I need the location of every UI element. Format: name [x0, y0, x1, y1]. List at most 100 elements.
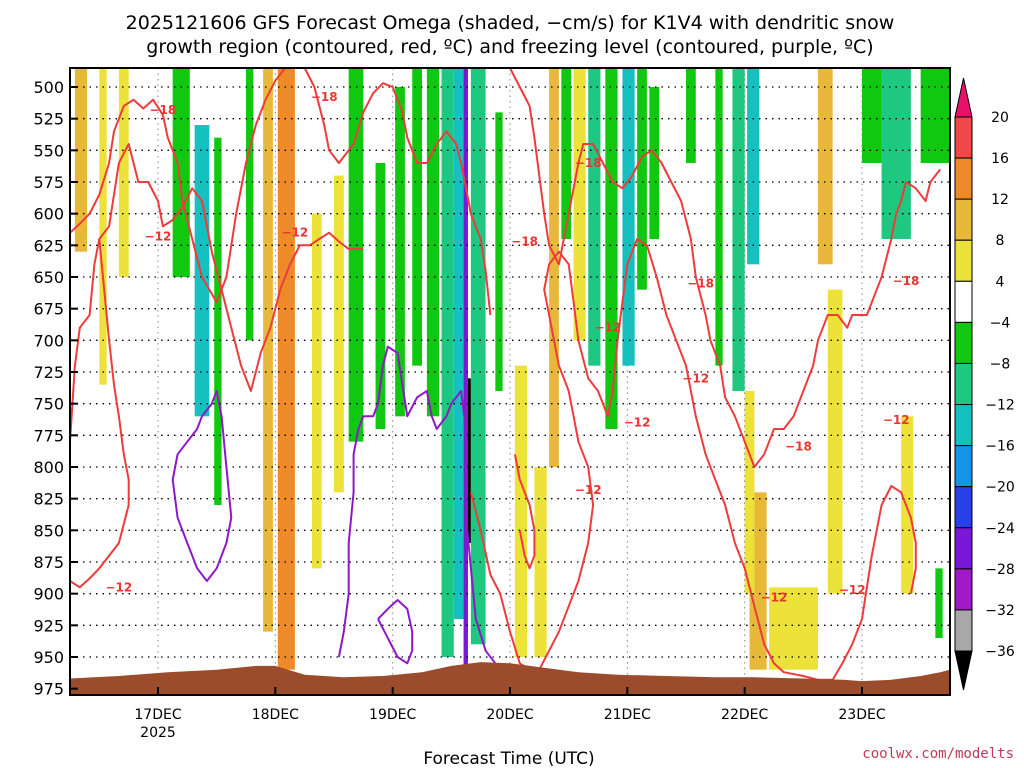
- x-axis: 17DEC 2025 18DEC 19DEC 20DEC 21DEC 22DEC 23DEC: [134, 687, 886, 741]
- freezing-contour-2: [465, 391, 497, 664]
- omega-band-10: [334, 175, 344, 493]
- colorbar-swatch-12: [954, 609, 973, 652]
- freezing-contour-1: [337, 345, 467, 658]
- colorbar-label-4: 4: [996, 274, 1005, 290]
- colorbar-label-6: −8: [990, 356, 1011, 372]
- y-tick-label-19: 975: [33, 680, 64, 699]
- y-tick-label-17: 925: [33, 616, 64, 635]
- omega-band-16: [441, 68, 454, 657]
- dendritic-contour-4: [70, 238, 130, 589]
- y-tick-label-6: 650: [33, 268, 64, 287]
- omega-band-2: [118, 68, 129, 277]
- colorbar-label-8: −16: [985, 439, 1015, 455]
- y-axis: 500 525 550 575 600 625 650 675 700 725 750 775 800 8…: [33, 78, 78, 699]
- credit-text: coolwx.com/modelts: [862, 746, 1014, 762]
- contour-label-0: −18: [150, 103, 177, 117]
- colorbar-label-7: −12: [985, 398, 1015, 414]
- colorbar-swatch-9: [954, 486, 973, 529]
- x-tick-label-6: 23DEC: [838, 707, 885, 723]
- colorbar-swatch-2: [954, 198, 973, 241]
- omega-band-1: [99, 68, 107, 385]
- omega-band-0: [74, 68, 88, 252]
- omega-band-28: [605, 68, 618, 429]
- omega-band-27: [588, 68, 601, 366]
- omega-band-13: [395, 87, 405, 417]
- omega-band-29: [622, 68, 635, 366]
- omega-band-45: [935, 568, 943, 638]
- freezing-contour-0: [171, 390, 233, 582]
- colorbar-label-3: 8: [996, 233, 1005, 249]
- colorbar-label-9: −20: [985, 480, 1015, 496]
- omega-band-11: [348, 68, 364, 442]
- colorbar-swatch-7: [954, 404, 973, 447]
- contour-label-5: −18: [893, 274, 920, 288]
- contour-label-6: −18: [785, 440, 812, 454]
- y-tick-label-11: 775: [33, 426, 64, 445]
- y-tick-label-15: 875: [33, 553, 64, 572]
- contour-label-16: −12: [883, 413, 910, 427]
- contour-label-12: −12: [575, 483, 602, 497]
- contour-label-11: −12: [624, 416, 651, 430]
- omega-band-24: [549, 68, 559, 467]
- dendritic-contours: [70, 68, 941, 681]
- x-axis-label: Forecast Time (UTC): [423, 749, 594, 768]
- omega-band-30: [637, 68, 647, 290]
- omega-band-12: [375, 163, 386, 429]
- contour-label-7: −12: [145, 229, 172, 243]
- colorbar-top-arrow: [954, 77, 973, 118]
- colorbar-swatch-5: [954, 321, 973, 364]
- omega-band-9: [312, 213, 322, 569]
- omega-band-41: [862, 68, 882, 163]
- omega-band-3: [172, 68, 190, 277]
- colorbar-bottom-arrow: [954, 650, 973, 691]
- omega-band-14: [412, 68, 422, 366]
- omega-band-26: [573, 68, 586, 341]
- contour-label-8: −12: [282, 226, 309, 240]
- omega-band-20: [470, 68, 486, 645]
- colorbar-label-5: −4: [990, 315, 1011, 331]
- dendritic-contour-0: [70, 68, 286, 304]
- terrain-fill: [70, 662, 950, 695]
- omega-band-22: [514, 365, 528, 657]
- y-tick-label-9: 725: [33, 363, 64, 382]
- omega-band-42: [881, 68, 911, 239]
- x-tick-label-1: 18DEC: [252, 707, 299, 723]
- colorbar-swatch-6: [954, 362, 973, 406]
- omega-band-40: [827, 289, 843, 594]
- colorbar-swatch-10: [954, 527, 973, 570]
- y-tick-label-4: 600: [33, 205, 64, 224]
- contour-label-3: −18: [511, 235, 538, 249]
- omega-band-19: [467, 378, 471, 543]
- x-tick-label-5: 22DEC: [721, 707, 768, 723]
- y-tick-label-13: 825: [33, 490, 64, 509]
- omega-band-8: [277, 68, 295, 670]
- chart-title-line-1: 2025121606 GFS Forecast Omega (shaded, −…: [126, 12, 895, 34]
- contour-labels: −18 −18 −18 −18 −18 −18 −18 −12 −12 −12 −12 −12 −12 −…: [106, 90, 920, 604]
- omega-band-18: [463, 68, 468, 670]
- terrain: [70, 662, 950, 695]
- omega-band-38: [769, 587, 818, 670]
- freezing-level-contours: [171, 345, 497, 665]
- omega-band-6: [246, 68, 254, 341]
- colorbar-swatch-4: [954, 280, 973, 323]
- colorbar: 20 16 12 8 4 −4 −8 −12 −16 −20 −24 −28 −32 −36: [954, 77, 1015, 691]
- colorbar-label-12: −32: [985, 603, 1015, 619]
- contour-label-9: −12: [594, 321, 621, 335]
- contour-label-15: −12: [839, 583, 866, 597]
- colorbar-label-11: −28: [985, 562, 1015, 578]
- y-tick-label-7: 675: [33, 300, 64, 319]
- contour-label-10: −12: [682, 371, 709, 385]
- colorbar-label-10: −24: [985, 521, 1015, 537]
- omega-band-15: [426, 68, 440, 417]
- x-tick-label-0: 17DEC: [134, 707, 181, 723]
- y-tick-label-5: 625: [33, 236, 64, 255]
- x-tick-label-4: 21DEC: [604, 707, 651, 723]
- colorbar-label-2: 12: [991, 192, 1009, 208]
- contour-label-1: −18: [311, 90, 338, 104]
- y-tick-label-12: 800: [33, 458, 64, 477]
- contour-label-2: −18: [575, 156, 602, 170]
- omega-band-32: [686, 68, 696, 163]
- colorbar-swatch-11: [954, 568, 973, 611]
- y-tick-label-1: 525: [33, 110, 64, 129]
